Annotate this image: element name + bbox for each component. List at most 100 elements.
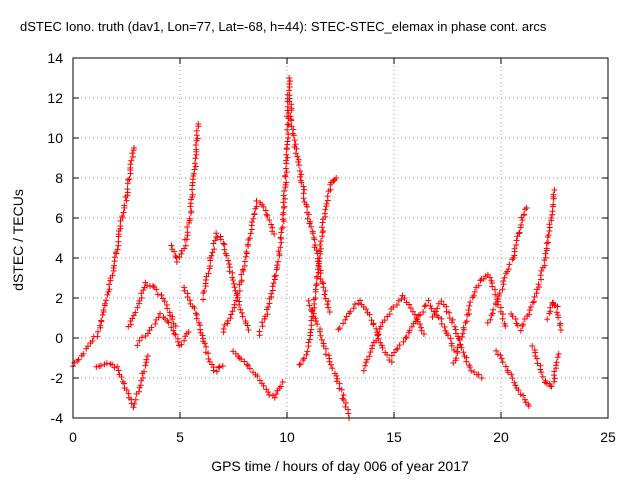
data-point — [374, 331, 381, 338]
data-point — [514, 322, 521, 329]
data-point — [287, 78, 294, 85]
data-point — [114, 246, 121, 253]
data-point — [197, 326, 204, 333]
data-point — [186, 215, 193, 222]
data-point — [239, 266, 246, 273]
data-point — [178, 250, 185, 257]
data-point — [271, 394, 278, 401]
data-point — [173, 258, 180, 265]
data-point — [314, 273, 321, 280]
data-point — [201, 287, 208, 294]
data-point — [342, 399, 349, 406]
data-point — [455, 335, 462, 342]
data-point — [535, 284, 542, 291]
data-point — [148, 324, 155, 331]
data-point — [111, 254, 118, 261]
data-point — [300, 183, 307, 190]
data-point — [238, 271, 245, 278]
data-point — [128, 157, 135, 164]
data-point — [230, 348, 237, 355]
data-point — [144, 353, 151, 359]
data-point — [555, 314, 562, 321]
data-point — [550, 191, 557, 198]
data-point — [181, 337, 188, 344]
data-point — [191, 166, 198, 173]
data-point — [188, 208, 195, 215]
data-point — [509, 375, 516, 382]
data-point — [221, 241, 228, 248]
data-point — [238, 356, 245, 363]
data-point — [319, 224, 326, 231]
data-point — [100, 307, 107, 314]
data-point — [490, 306, 497, 313]
data-point — [185, 329, 192, 335]
data-point — [484, 319, 491, 326]
data-point — [294, 153, 301, 160]
data-point — [498, 355, 505, 362]
data-point — [363, 359, 370, 366]
data-point — [189, 191, 196, 198]
data-point — [250, 215, 257, 222]
data-point — [129, 315, 136, 322]
data-point — [544, 316, 551, 323]
data-point — [492, 291, 499, 298]
data-point — [376, 325, 383, 332]
data-point — [123, 386, 130, 393]
data-point — [512, 382, 519, 389]
data-point — [325, 304, 332, 311]
data-point — [143, 356, 150, 363]
data-point — [398, 296, 405, 303]
data-point — [312, 315, 319, 322]
data-point — [551, 378, 558, 385]
data-point — [451, 323, 458, 330]
data-point — [492, 300, 499, 307]
data-point — [545, 239, 552, 246]
data-point — [175, 338, 182, 345]
data-point — [369, 342, 376, 349]
data-point — [350, 305, 357, 312]
data-point — [152, 320, 159, 327]
data-point — [316, 242, 323, 249]
data-point — [284, 138, 291, 145]
data-point — [338, 386, 345, 393]
data-point — [277, 234, 284, 241]
data-point — [154, 291, 161, 298]
data-point — [241, 358, 248, 365]
data-point — [512, 316, 519, 323]
data-point — [271, 273, 278, 280]
data-point — [519, 217, 526, 224]
data-point — [418, 327, 425, 334]
data-point — [253, 197, 260, 204]
data-point — [105, 288, 112, 295]
data-point — [394, 345, 401, 352]
data-point — [333, 372, 340, 379]
data-point — [214, 234, 221, 241]
data-point — [319, 229, 326, 236]
data-point — [529, 299, 536, 306]
data-point — [418, 324, 425, 331]
data-point — [496, 292, 503, 299]
data-point — [188, 196, 195, 203]
data-point — [460, 349, 467, 356]
data-point — [470, 292, 477, 299]
data-point — [551, 187, 558, 193]
data-point — [466, 364, 473, 371]
data-point — [390, 303, 397, 310]
data-point — [502, 323, 509, 329]
data-point — [459, 333, 466, 340]
data-point — [548, 383, 555, 390]
data-point — [551, 368, 558, 375]
data-point — [478, 375, 485, 381]
data-point — [265, 389, 272, 396]
data-point — [212, 237, 219, 244]
data-point — [283, 151, 290, 158]
data-point — [275, 258, 282, 265]
data-point — [283, 145, 290, 152]
data-point — [551, 375, 558, 382]
data-point — [253, 203, 260, 210]
data-point — [550, 201, 557, 208]
data-point — [323, 200, 330, 207]
data-point — [438, 315, 445, 322]
data-point — [322, 351, 329, 358]
data-point — [526, 311, 533, 318]
